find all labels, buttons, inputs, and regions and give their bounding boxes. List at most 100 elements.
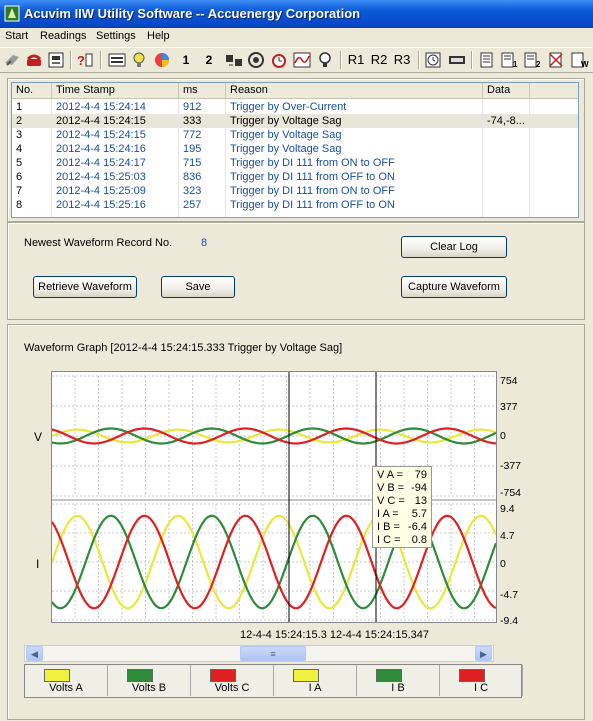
i-tick-9.4: 9.4 — [500, 503, 515, 515]
table-cell-ms: 195 — [183, 143, 202, 155]
event-log-table[interactable]: No. Time Stamp ms Reason Data 1 2012-4-4 … — [11, 82, 579, 218]
help-icon[interactable]: ? — [76, 51, 94, 69]
log1-icon[interactable]: 1 — [500, 51, 520, 69]
lamp-icon[interactable] — [316, 51, 334, 69]
log-icon[interactable] — [478, 51, 496, 69]
series-legend: Volts A Volts B Volts C I A I B I C — [24, 664, 523, 698]
cursor-key: V B = — [377, 482, 405, 494]
clock-icon[interactable] — [424, 51, 442, 69]
legend-item[interactable]: I A — [274, 665, 357, 696]
graph-icon[interactable] — [293, 51, 311, 69]
legend-label: Volts B — [131, 682, 167, 694]
table-cell-reason: Trigger by Voltage Sag — [230, 115, 342, 127]
write-log-icon[interactable]: W — [570, 51, 590, 69]
i-tick-0: 0 — [500, 558, 506, 570]
table-cell-reason: Trigger by Voltage Sag — [230, 143, 342, 155]
svg-text:W: W — [581, 60, 589, 69]
column-divider — [529, 99, 530, 217]
table-cell-no: 3 — [16, 129, 23, 141]
table-cell-ms: 323 — [183, 185, 202, 197]
toolbar: ? 1 2 R1 R2 R3 1 2 W — [0, 47, 593, 73]
table-cell-ts: 2012-4-4 15:25:03 — [56, 171, 146, 183]
column-header-ms[interactable]: ms — [179, 83, 226, 99]
cursor-readout: V A = 79 V B = -94 V C = 13 I A = 5.7 I B = -… — [372, 466, 432, 548]
column-divider — [482, 99, 483, 217]
table-row[interactable]: 6 2012-4-4 15:25:03 836 Trigger by DI 111 f… — [12, 170, 578, 184]
connect-icon[interactable] — [3, 51, 21, 69]
capture-waveform-button[interactable]: Capture Waveform — [401, 276, 507, 298]
waveform-graph-panel — [7, 324, 585, 720]
legend-item[interactable]: Volts C — [191, 665, 274, 696]
legend-label: Volts C — [214, 682, 250, 694]
cursor-key: I B = — [377, 521, 400, 533]
column-divider — [225, 99, 226, 217]
scroll-right-button[interactable]: ▶ — [475, 646, 492, 661]
table-cell-no: 1 — [16, 101, 23, 113]
table-row[interactable]: 8 2012-4-4 15:25:16 257 Trigger by DI 111 f… — [12, 198, 578, 212]
table-row[interactable]: 4 2012-4-4 15:24:16 195 Trigger by Voltage … — [12, 142, 578, 156]
scroll-left-button[interactable]: ◀ — [26, 646, 43, 661]
table-cell-reason: Trigger by DI 111 from ON to OFF — [230, 157, 395, 169]
legend-item[interactable]: Volts A — [25, 665, 108, 696]
two-label[interactable]: 2 — [205, 53, 213, 67]
r2-button[interactable]: R2 — [370, 52, 388, 67]
readings-icon[interactable] — [108, 51, 126, 69]
waveform-i-a — [50, 514, 498, 610]
legend-item[interactable]: Volts B — [108, 665, 191, 696]
legend-swatch — [459, 669, 485, 682]
bulb-icon[interactable] — [131, 51, 149, 69]
one-label[interactable]: 1 — [182, 53, 190, 67]
clear-log-icon[interactable] — [547, 51, 565, 69]
table-row[interactable]: 1 2012-4-4 15:24:14 912 Trigger by Over-Cur… — [12, 100, 578, 114]
legend-item[interactable]: I C — [440, 665, 523, 696]
table-row[interactable]: 3 2012-4-4 15:24:15 772 Trigger by Voltage … — [12, 128, 578, 142]
table-cell-ms: 912 — [183, 101, 202, 113]
event-log-panel — [7, 78, 585, 222]
v-tick-754: 754 — [500, 375, 518, 387]
chart-icon[interactable] — [153, 51, 171, 69]
retrieve-waveform-button[interactable]: Retrieve Waveform — [33, 276, 137, 298]
cursor-value: -6.4 — [408, 521, 427, 533]
memory-icon[interactable] — [447, 51, 467, 69]
legend-label: I B — [391, 682, 405, 694]
column-header-no[interactable]: No. — [12, 83, 52, 99]
column-divider — [51, 99, 52, 217]
table-cell-ms: 836 — [183, 171, 202, 183]
v-tick-neg754: -754 — [500, 487, 522, 499]
phone-icon[interactable] — [25, 51, 43, 69]
menu-settings[interactable]: Settings — [96, 30, 136, 42]
save-button[interactable]: Save — [161, 276, 235, 298]
newest-record-label: Newest Waveform Record No. — [24, 237, 173, 249]
device-icon[interactable] — [47, 51, 65, 69]
legend-item[interactable]: I B — [357, 665, 440, 696]
table-row[interactable]: 5 2012-4-4 15:24:17 715 Trigger by DI 111 f… — [12, 156, 578, 170]
cursor-value: -94 — [411, 482, 427, 494]
table-cell-no: 5 — [16, 157, 23, 169]
menu-readings[interactable]: Readings — [40, 30, 87, 42]
target-icon[interactable] — [247, 51, 265, 69]
table-cell-ts: 2012-4-4 15:25:09 — [56, 185, 146, 197]
cursor-value: 5.7 — [411, 508, 427, 520]
column-header-reason[interactable]: Reason — [226, 83, 483, 99]
column-header-timestamp[interactable]: Time Stamp — [52, 83, 179, 99]
table-row[interactable]: 2 2012-4-4 15:24:15 333 Trigger by Voltage … — [12, 114, 578, 128]
v-tick-neg377: -377 — [500, 460, 522, 472]
r3-button[interactable]: R3 — [393, 52, 411, 67]
i-tick-4.7: 4.7 — [500, 530, 515, 542]
scroll-thumb[interactable]: ≡ — [240, 646, 306, 661]
log2-icon[interactable]: 2 — [523, 51, 543, 69]
table-cell-reason: Trigger by Voltage Sag — [230, 129, 342, 141]
cursor-value: 13 — [414, 495, 427, 507]
r1-button[interactable]: R1 — [347, 52, 365, 67]
graph-scrollbar[interactable]: ◀ ≡ ▶ — [24, 645, 494, 662]
table-row[interactable]: 7 2012-4-4 15:25:09 323 Trigger by DI 111 f… — [12, 184, 578, 198]
newest-record-value: 8 — [201, 237, 208, 249]
clear-log-button[interactable]: Clear Log — [401, 236, 507, 258]
io-icon[interactable] — [224, 51, 244, 69]
alarm-icon[interactable] — [270, 51, 288, 69]
column-header-data[interactable]: Data — [483, 83, 530, 99]
menu-help[interactable]: Help — [147, 30, 170, 42]
title-bar: Acuvim IIW Utility Software -- Accuenerg… — [0, 0, 593, 28]
menu-start[interactable]: Start — [5, 30, 29, 42]
table-cell-ts: 2012-4-4 15:24:15 — [56, 115, 146, 127]
